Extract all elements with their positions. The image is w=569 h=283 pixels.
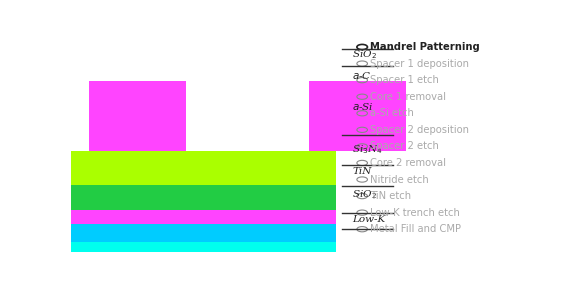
Text: Nitride etch: Nitride etch [370, 175, 429, 185]
Bar [89, 81, 185, 151]
Text: Mandrel Patterning: Mandrel Patterning [370, 42, 480, 52]
Text: Metal Fill and CMP: Metal Fill and CMP [370, 224, 461, 234]
Text: Spacer 1 deposition: Spacer 1 deposition [370, 59, 469, 68]
Text: TiN: TiN [352, 167, 372, 176]
Bar [71, 185, 336, 211]
Bar [71, 242, 336, 252]
Text: SiO$_2$: SiO$_2$ [352, 188, 377, 201]
Bar [310, 81, 406, 151]
Bar [71, 211, 336, 224]
Text: Spacer 2 etch: Spacer 2 etch [370, 142, 439, 151]
Text: $a$-C: $a$-C [352, 70, 372, 81]
Text: Core 1 removal: Core 1 removal [370, 92, 446, 102]
Text: Low-K: Low-K [352, 215, 386, 224]
Text: Low-K trench etch: Low-K trench etch [370, 208, 460, 218]
Bar [71, 151, 336, 185]
Text: a-Si etch: a-Si etch [370, 108, 414, 118]
Text: Core 2 removal: Core 2 removal [370, 158, 446, 168]
Text: Spacer 1 etch: Spacer 1 etch [370, 75, 439, 85]
Text: Spacer 2 deposition: Spacer 2 deposition [370, 125, 469, 135]
Text: $a$-Si: $a$-Si [352, 102, 374, 112]
Bar [71, 224, 336, 242]
Text: Si$_3$N$_4$: Si$_3$N$_4$ [352, 143, 384, 156]
Bar [71, 138, 336, 151]
Text: TiN etch: TiN etch [370, 191, 411, 201]
Text: SiO$_2$: SiO$_2$ [352, 48, 377, 61]
